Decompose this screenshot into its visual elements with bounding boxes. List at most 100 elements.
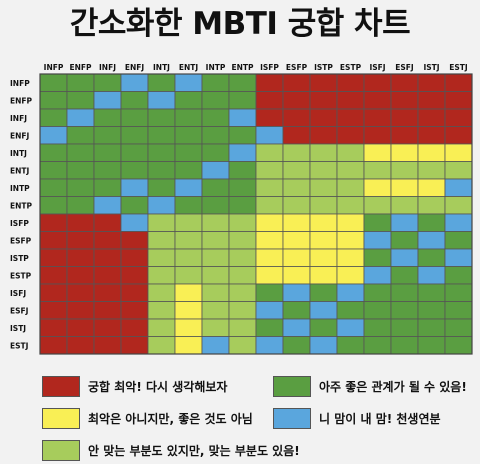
heatmap-cell-infp-esfj: [390, 73, 419, 92]
heatmap-cell-isfj-infj: [93, 283, 122, 302]
heatmap-cell-estp-isfp: [255, 266, 284, 285]
heatmap-cell-esfp-esfp: [282, 231, 311, 250]
heatmap-cell-enfp-istj: [417, 91, 446, 110]
heatmap-cell-intp-infj: [93, 178, 122, 197]
heatmap-cell-isfj-istj: [417, 283, 446, 302]
heatmap-cell-estp-istj: [417, 266, 446, 285]
heatmap-cell-esfp-entp: [228, 231, 257, 250]
heatmap-cell-estp-entp: [228, 266, 257, 285]
heatmap-cell-esfj-infj: [93, 301, 122, 320]
heatmap-cell-estj-istj: [417, 336, 446, 355]
heatmap-cell-estp-entj: [174, 266, 203, 285]
heatmap-cell-esfj-infp: [39, 301, 68, 320]
heatmap-cell-entp-infj: [93, 196, 122, 215]
heatmap-cell-isfp-isfj: [363, 213, 392, 232]
row-header-estp: ESTP: [10, 271, 32, 280]
heatmap-cell-estp-enfp: [66, 266, 95, 285]
heatmap-cell-esfp-estp: [336, 231, 365, 250]
heatmap-cell-isfj-entp: [228, 283, 257, 302]
heatmap-cell-infj-infp: [39, 108, 68, 127]
heatmap-cell-enfp-infp: [39, 91, 68, 110]
heatmap-cell-istp-infp: [39, 248, 68, 267]
heatmap-cell-isfp-entj: [174, 213, 203, 232]
heatmap-cell-istj-infp: [39, 318, 68, 337]
heatmap-cell-enfp-entj: [174, 91, 203, 110]
heatmap-cell-infp-entp: [228, 73, 257, 92]
heatmap-cell-esfp-enfp: [66, 231, 95, 250]
heatmap-cell-entp-isfp: [255, 196, 284, 215]
heatmap-cell-intp-isfj: [363, 178, 392, 197]
heatmap-cell-istj-intp: [201, 318, 230, 337]
heatmap-cell-isfp-infj: [93, 213, 122, 232]
heatmap-cell-isfp-intp: [201, 213, 230, 232]
heatmap-cell-infp-istp: [309, 73, 338, 92]
heatmap-cell-intp-enfp: [66, 178, 95, 197]
heatmap-cell-istp-istj: [417, 248, 446, 267]
heatmap-cell-istj-isfp: [255, 318, 284, 337]
heatmap-cell-entp-istp: [309, 196, 338, 215]
heatmap-cell-esfp-infj: [93, 231, 122, 250]
heatmap-cell-entj-infj: [93, 161, 122, 180]
heatmap-cell-infp-esfp: [282, 73, 311, 92]
heatmap-cell-enfj-enfj: [120, 126, 149, 145]
heatmap-cell-isfj-enfp: [66, 283, 95, 302]
heatmap-cell-intp-infp: [39, 178, 68, 197]
heatmap-cell-estp-infj: [93, 266, 122, 285]
row-header-infp: INFP: [10, 79, 30, 88]
heatmap-cell-isfp-estp: [336, 213, 365, 232]
heatmap-cell-intj-isfp: [255, 143, 284, 162]
heatmap-cell-isfp-istj: [417, 213, 446, 232]
heatmap-cell-enfp-isfj: [363, 91, 392, 110]
heatmap-cell-intp-entp: [228, 178, 257, 197]
heatmap-cell-intj-enfp: [66, 143, 95, 162]
heatmap-cell-intj-infp: [39, 143, 68, 162]
heatmap-cell-isfp-enfj: [120, 213, 149, 232]
heatmap-cell-istp-entj: [174, 248, 203, 267]
heatmap-cell-entp-entj: [174, 196, 203, 215]
heatmap-cell-infp-enfp: [66, 73, 95, 92]
heatmap-cell-entp-esfp: [282, 196, 311, 215]
heatmap-cell-esfp-infp: [39, 231, 68, 250]
heatmap-cell-intp-estp: [336, 178, 365, 197]
heatmap-cell-esfj-isfj: [363, 301, 392, 320]
heatmap-cell-infj-enfp: [66, 108, 95, 127]
heatmap-cell-enfp-enfj: [120, 91, 149, 110]
heatmap-cell-istj-isfj: [363, 318, 392, 337]
heatmap-cell-esfp-isfp: [255, 231, 284, 250]
heatmap-cell-estp-esfp: [282, 266, 311, 285]
heatmap-cell-isfj-isfj: [363, 283, 392, 302]
heatmap-cell-istj-intj: [147, 318, 176, 337]
heatmap-cell-infj-entj: [174, 108, 203, 127]
heatmap-cell-infp-istj: [417, 73, 446, 92]
heatmap-cell-entj-estj: [444, 161, 473, 180]
heatmap-cell-istj-esfj: [390, 318, 419, 337]
row-header-enfp: ENFP: [10, 96, 33, 105]
heatmap-cell-infj-isfj: [363, 108, 392, 127]
heatmap-cell-enfp-estj: [444, 91, 473, 110]
chart-title: 간소화한 MBTI 궁합 차트: [69, 6, 411, 42]
heatmap-cell-entj-isfj: [363, 161, 392, 180]
heatmap-cell-istj-entp: [228, 318, 257, 337]
heatmap-cell-entj-intp: [201, 161, 230, 180]
heatmap-cell-enfj-infp: [39, 126, 68, 145]
heatmap-cell-estp-enfj: [120, 266, 149, 285]
heatmap-cell-infj-infj: [93, 108, 122, 127]
heatmap-cell-esfp-esfj: [390, 231, 419, 250]
heatmap-cell-esfp-isfj: [363, 231, 392, 250]
heatmap-cell-entp-infp: [39, 196, 68, 215]
column-header-intj: INTJ: [153, 63, 170, 72]
heatmap-cell-isfp-esfp: [282, 213, 311, 232]
heatmap-cell-isfj-infp: [39, 283, 68, 302]
heatmap-cell-entp-estp: [336, 196, 365, 215]
heatmap-cell-entj-isfp: [255, 161, 284, 180]
row-header-estj: ESTJ: [10, 341, 29, 350]
heatmap-cell-enfp-estp: [336, 91, 365, 110]
row-header-infj: INFJ: [10, 114, 27, 123]
heatmap-cell-intp-istp: [309, 178, 338, 197]
row-header-enfj: ENFJ: [10, 131, 30, 140]
heatmap-cell-infj-intj: [147, 108, 176, 127]
heatmap-cell-istp-entp: [228, 248, 257, 267]
heatmap-cell-esfj-esfj: [390, 301, 419, 320]
heatmap-cell-estp-estp: [336, 266, 365, 285]
heatmap-cell-enfj-enfp: [66, 126, 95, 145]
